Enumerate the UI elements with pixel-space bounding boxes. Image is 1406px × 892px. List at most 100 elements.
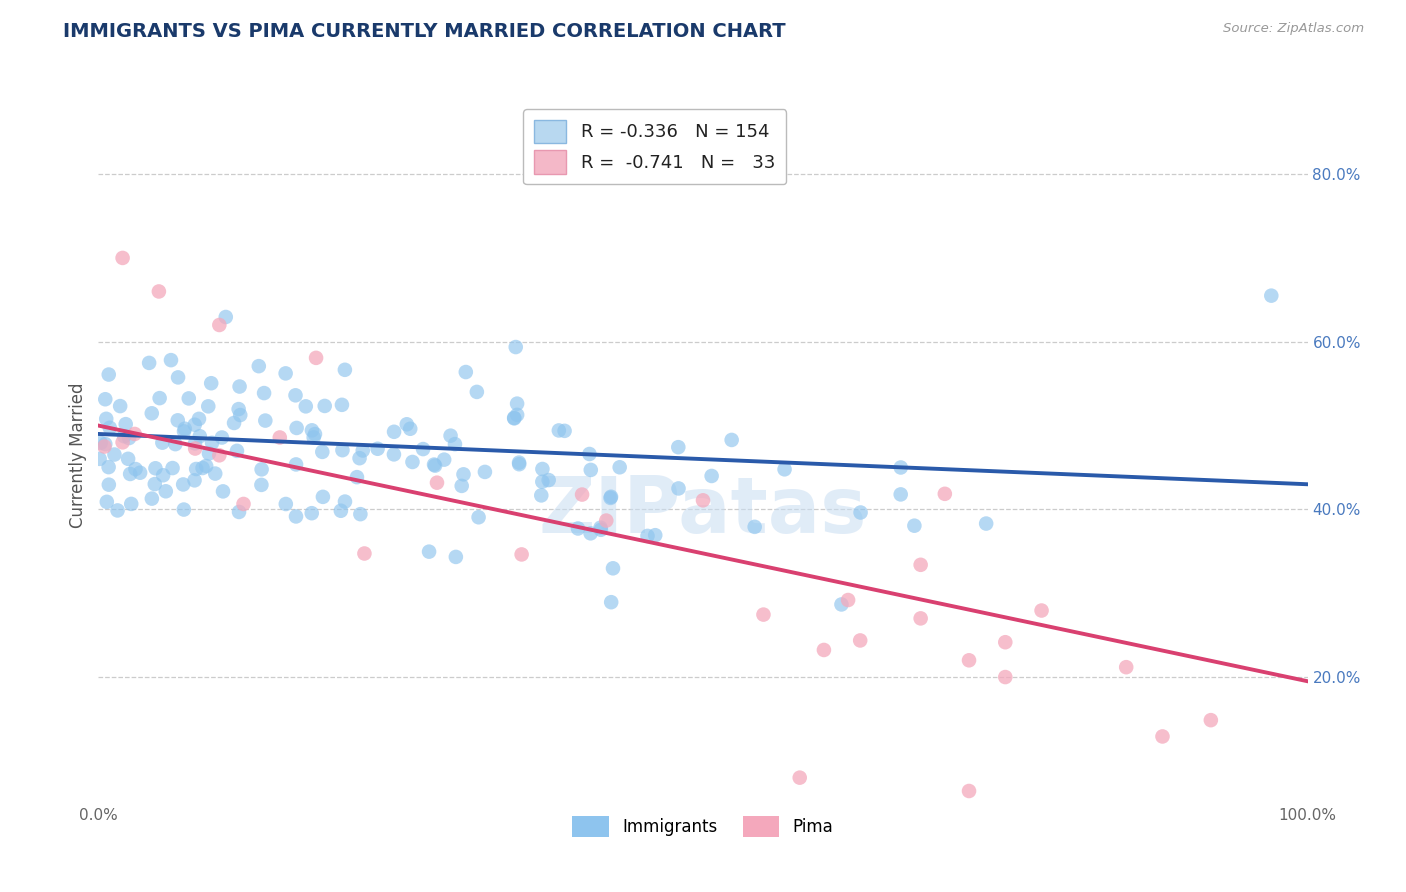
Point <box>423 458 446 472</box>
Point <box>165 437 187 451</box>
Point <box>399 422 422 436</box>
Point <box>294 400 316 414</box>
Point <box>302 430 325 444</box>
Point <box>229 408 252 422</box>
Point <box>195 458 218 473</box>
Point <box>444 549 467 564</box>
Point <box>172 477 194 491</box>
Point <box>314 399 336 413</box>
Point <box>450 479 472 493</box>
Point <box>250 462 273 476</box>
Point <box>395 417 418 432</box>
Point <box>744 520 766 534</box>
Point <box>994 670 1017 684</box>
Point <box>285 458 308 472</box>
Point <box>333 494 356 508</box>
Point <box>111 251 134 265</box>
Point <box>204 467 226 481</box>
Point <box>537 473 560 487</box>
Point <box>531 462 554 476</box>
Point <box>124 427 146 442</box>
Point <box>644 528 666 542</box>
Point <box>301 506 323 520</box>
Point <box>910 558 932 572</box>
Point <box>162 461 184 475</box>
Point <box>96 495 118 509</box>
Point <box>141 491 163 506</box>
Point <box>333 363 356 377</box>
Point <box>201 435 224 450</box>
Point <box>367 442 389 456</box>
Point <box>465 384 488 399</box>
Point <box>474 465 496 479</box>
Point <box>311 445 333 459</box>
Point <box>934 487 956 501</box>
Point <box>589 523 612 537</box>
Point <box>554 424 576 438</box>
Point <box>692 493 714 508</box>
Point <box>668 482 690 496</box>
Point <box>155 484 177 499</box>
Point <box>114 417 136 432</box>
Point <box>1260 288 1282 302</box>
Point <box>382 425 405 439</box>
Point <box>208 448 231 462</box>
Point <box>571 487 593 501</box>
Point <box>98 421 121 435</box>
Point <box>508 456 530 470</box>
Point <box>124 462 146 476</box>
Point <box>773 462 796 476</box>
Text: Source: ZipAtlas.com: Source: ZipAtlas.com <box>1223 22 1364 36</box>
Point <box>505 340 527 354</box>
Point <box>453 467 475 482</box>
Point <box>467 510 489 524</box>
Point <box>599 491 621 505</box>
Point <box>120 467 142 481</box>
Point <box>910 611 932 625</box>
Point <box>197 400 219 414</box>
Point <box>439 428 461 442</box>
Point <box>813 643 835 657</box>
Point <box>426 475 449 490</box>
Point <box>454 365 477 379</box>
Point <box>211 430 233 444</box>
Point <box>173 422 195 436</box>
Point <box>108 399 131 413</box>
Point <box>138 356 160 370</box>
Point <box>97 460 120 475</box>
Point <box>304 427 326 442</box>
Point <box>285 421 308 435</box>
Point <box>129 466 152 480</box>
Point <box>332 443 354 458</box>
Point <box>173 425 195 439</box>
Point <box>212 484 235 499</box>
Point <box>184 436 207 450</box>
Point <box>849 506 872 520</box>
Point <box>329 504 352 518</box>
Point <box>215 310 238 324</box>
Point <box>97 477 120 491</box>
Point <box>600 595 623 609</box>
Point <box>578 447 600 461</box>
Point <box>830 598 852 612</box>
Point <box>547 424 569 438</box>
Point <box>1152 730 1174 744</box>
Point <box>150 435 173 450</box>
Point <box>183 417 205 432</box>
Point <box>226 443 249 458</box>
Point <box>602 561 624 575</box>
Point <box>1031 603 1053 617</box>
Point <box>305 351 328 365</box>
Point <box>173 502 195 516</box>
Legend: Immigrants, Pima: Immigrants, Pima <box>565 810 841 843</box>
Point <box>120 497 142 511</box>
Point <box>531 475 554 489</box>
Point <box>974 516 997 531</box>
Point <box>149 391 172 405</box>
Point <box>423 458 446 473</box>
Point <box>752 607 775 622</box>
Point <box>228 379 250 393</box>
Point <box>609 460 631 475</box>
Y-axis label: Currently Married: Currently Married <box>69 382 87 528</box>
Point <box>637 529 659 543</box>
